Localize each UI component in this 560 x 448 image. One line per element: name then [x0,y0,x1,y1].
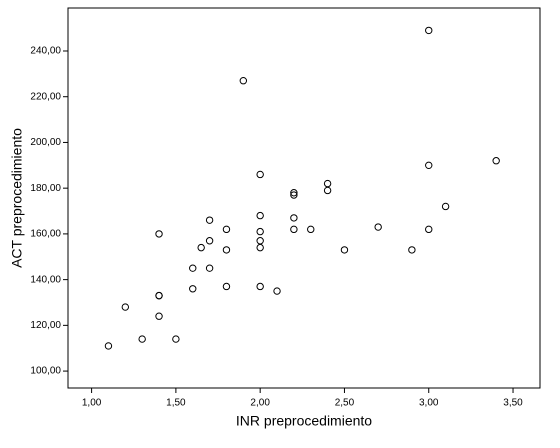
point [256,227,264,236]
x-tick-label: 2,00 [250,398,270,409]
point [441,202,450,211]
point [290,189,298,197]
point [138,335,146,343]
point [340,246,349,254]
x-tick-label: 1,50 [166,398,186,409]
point [205,264,214,272]
y-tick-label: 100,00 [30,366,61,377]
y-tick-label: 140,00 [30,274,61,285]
point [290,214,298,222]
point [425,26,433,35]
x-tick-label: 1,00 [82,398,102,409]
point [256,211,264,220]
point [104,342,113,350]
point [408,246,416,254]
point [222,282,231,291]
x-tick-label: 2,50 [335,398,355,409]
point [205,216,214,224]
plot-area [67,7,541,389]
point [256,282,264,291]
point [273,287,281,295]
x-tick-label: 3,00 [419,398,439,409]
x-tick-label: 3,50 [503,398,523,409]
y-tick-label: 180,00 [30,183,61,194]
point [290,225,298,234]
point [425,161,433,170]
point [256,243,264,252]
point [155,230,163,238]
point [121,303,130,311]
point [189,264,197,272]
point [155,312,163,320]
point [239,77,248,85]
point [222,225,231,234]
y-axis-title: ACT preprocedimiento [9,128,25,268]
y-tick-label: 220,00 [30,91,61,102]
point [256,170,264,179]
x-axis-title: INR preprocedimiento [236,413,372,429]
point [290,191,298,199]
y-tick-label: 160,00 [30,229,61,240]
point [205,237,214,245]
y-tick-label: 240,00 [30,46,61,57]
point [222,246,231,254]
point [323,186,332,195]
y-tick-label: 200,00 [30,137,61,148]
y-tick-label: 120,00 [30,320,61,331]
point [307,225,315,234]
point [189,285,197,293]
point [172,335,180,343]
point [425,225,433,234]
point [155,291,163,300]
point [374,223,382,231]
point [197,243,205,252]
point [492,157,500,165]
